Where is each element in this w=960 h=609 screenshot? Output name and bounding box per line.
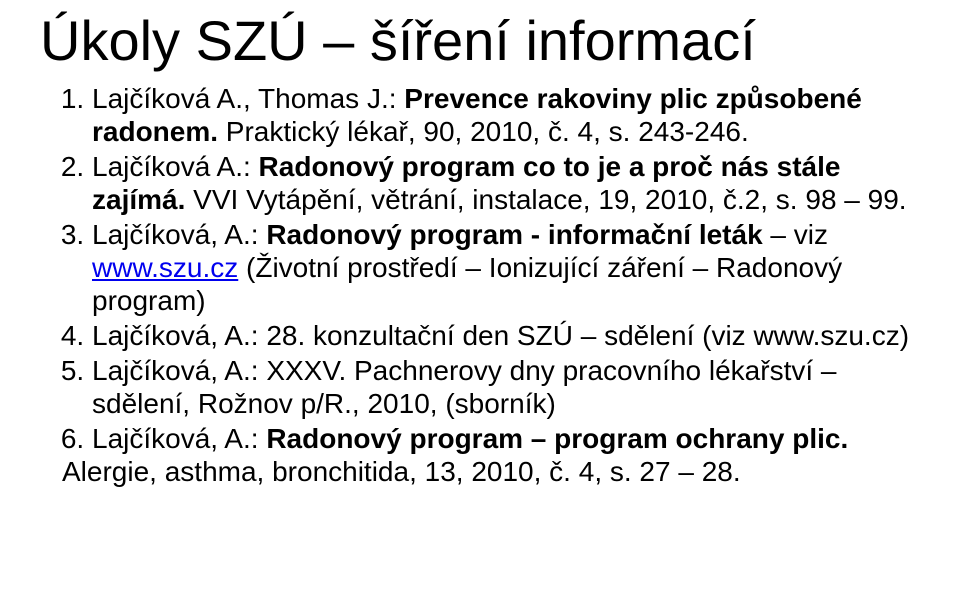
list-item: Lajčíková, A.: XXXV. Pachnerovy dny prac… bbox=[92, 354, 920, 420]
ref-text: – viz bbox=[763, 219, 828, 250]
list-item: Lajčíková, A.: Radonový program – progra… bbox=[92, 422, 920, 488]
list-item: Lajčíková A., Thomas J.: Prevence rakovi… bbox=[92, 82, 920, 148]
reference-list: Lajčíková A., Thomas J.: Prevence rakovi… bbox=[40, 82, 920, 488]
slide: Úkoly SZÚ – šíření informací Lajčíková A… bbox=[0, 0, 960, 609]
ref-text: Lajčíková, A.: 28. konzultační den SZÚ –… bbox=[92, 320, 909, 351]
ref-continuation: Alergie, asthma, bronchitida, 13, 2010, … bbox=[62, 455, 920, 488]
ref-title-bold: Radonový program - informační leták bbox=[266, 219, 762, 250]
ref-link[interactable]: www.szu.cz bbox=[92, 252, 238, 283]
ref-text: Lajčíková A., Thomas J.: bbox=[92, 83, 404, 114]
ref-text: Lajčíková, A.: bbox=[92, 423, 266, 454]
slide-title: Úkoly SZÚ – šíření informací bbox=[40, 10, 920, 72]
ref-text: Praktický lékař, 90, 2010, č. 4, s. 243-… bbox=[218, 116, 749, 147]
ref-text: Lajčíková, A.: bbox=[92, 219, 266, 250]
list-item: Lajčíková A.: Radonový program co to je … bbox=[92, 150, 920, 216]
list-item: Lajčíková, A.: Radonový program - inform… bbox=[92, 218, 920, 317]
ref-text: Lajčíková A.: bbox=[92, 151, 259, 182]
list-item: Lajčíková, A.: 28. konzultační den SZÚ –… bbox=[92, 319, 920, 352]
ref-text: VVI Vytápění, větrání, instalace, 19, 20… bbox=[185, 184, 906, 215]
ref-title-bold: Radonový program – program ochrany plic. bbox=[266, 423, 848, 454]
ref-text: Lajčíková, A.: XXXV. Pachnerovy dny prac… bbox=[92, 355, 837, 419]
